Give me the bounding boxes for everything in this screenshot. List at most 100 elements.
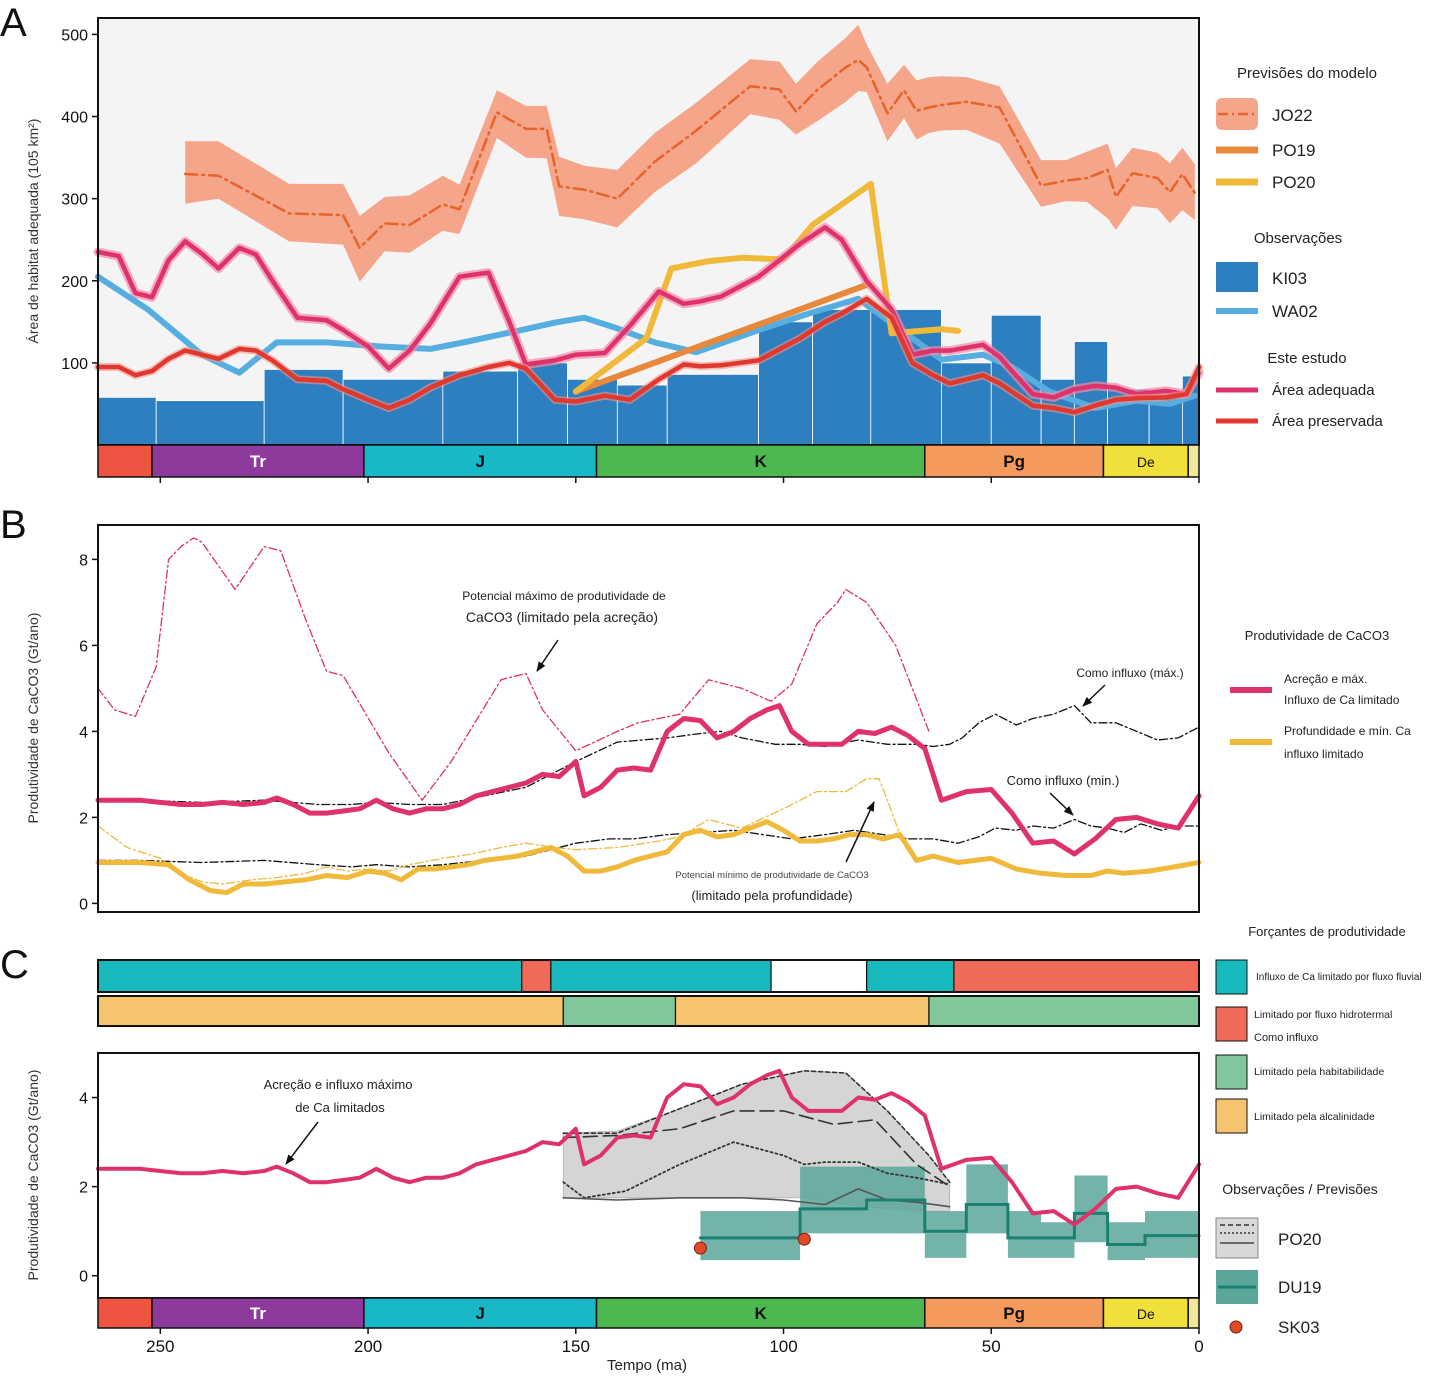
- panel-b-y-tick-label: 6: [79, 638, 88, 655]
- forcing-row-2-segment: [562, 995, 677, 1027]
- jo22-uncertainty-band: [185, 24, 1195, 282]
- c-period-label: Pg: [1003, 1304, 1025, 1323]
- x-tick-label: 0: [1194, 1337, 1203, 1356]
- legend-alk-swatch: [1215, 1098, 1248, 1134]
- po20-dotted-line: [562, 1141, 951, 1199]
- legend-po19-label: PO19: [1272, 141, 1315, 160]
- legend-suitable-label: Área adequada: [1272, 382, 1375, 399]
- panel-b-frame: [97, 524, 1200, 913]
- forcing-row-2-frame: [97, 995, 1200, 1027]
- jo22-line: [183, 58, 1197, 250]
- x-tick-label: 50: [982, 1337, 1001, 1356]
- accretion-limited-productivity-line: [95, 703, 1202, 857]
- ki03-bar: [812, 309, 872, 446]
- legend-po20-label: PO20: [1272, 173, 1315, 192]
- a-period-block: [97, 444, 153, 478]
- panel-a-y-ticks: 100 200 300 400 500: [61, 27, 98, 373]
- ki03-bar: [758, 321, 814, 446]
- x-axis: 250 200 150 100 50 0: [146, 477, 1204, 1356]
- panel-c-lines: [96, 1068, 1201, 1261]
- a-period-label: De: [1137, 454, 1155, 470]
- panel-label-a: A: [0, 1, 27, 45]
- a-period-block: [1187, 444, 1200, 478]
- forcing-row-2: [97, 995, 1200, 1027]
- ki03-bar: [155, 400, 265, 446]
- legend-hydro-label2: Como influxo: [1254, 1032, 1318, 1044]
- a-period-label: K: [755, 452, 768, 471]
- panel-a-legend: Previsões do modelo JO22 PO19 PO20 Obser…: [1216, 65, 1384, 430]
- panel-c-y-axis-label: Produtividade de CaCO3 (Gt/ano): [25, 1070, 41, 1281]
- forcing-row-1-segment: [770, 959, 868, 993]
- panel-b-y-tick-label: 2: [79, 810, 88, 827]
- annotation-min-potential-arrow: [845, 801, 875, 863]
- forcing-row-1-segment: [97, 959, 523, 993]
- po19-line: [572, 281, 870, 395]
- annotation-max-potential-line2: CaCO3 (limitado pela acreção): [466, 609, 658, 625]
- du19-line: [698, 1198, 1201, 1246]
- annotation-c-line1: Acreção e influxo máximo: [264, 1077, 413, 1092]
- legend-po20-band-swatch: [1215, 1217, 1259, 1259]
- jo22-band: [185, 24, 1195, 282]
- legend-habit-label: Limitado pela habitabilidade: [1254, 1066, 1384, 1078]
- legend-forcings-title: Forçantes de produtividade: [1248, 924, 1406, 939]
- legend-hydro-label1: Limitado por fluxo hidrotermal: [1254, 1009, 1392, 1021]
- legend-model-title: Previsões do modelo: [1237, 65, 1377, 82]
- legend-hydro-swatch: [1215, 1006, 1248, 1042]
- c-period-label: Tr: [250, 1304, 266, 1323]
- ki03-bar: [442, 370, 519, 446]
- legend-obs-pred-title: Observações / Previsões: [1222, 1181, 1378, 1197]
- x-tick-label: 250: [146, 1337, 174, 1356]
- panel-c-y-tick-label: 2: [79, 1180, 88, 1197]
- legend-ki03-label: KI03: [1272, 269, 1307, 288]
- panel-b-y-axis-label: Produtividade de CaCO3 (Gt/ano): [25, 613, 41, 824]
- annotation-influx-max-arrow: [1082, 684, 1106, 707]
- c-period-label: K: [755, 1304, 768, 1323]
- panel-a-y-tick-label: 100: [61, 356, 88, 373]
- legend-sk03-label: SK03: [1278, 1318, 1320, 1337]
- forcing-row-1: [97, 959, 1200, 993]
- annotation-influx-min-arrow: [1049, 792, 1074, 816]
- productivity-line-c: [96, 1068, 1201, 1227]
- a-period-block: [595, 444, 926, 478]
- a-period-block: [363, 444, 598, 478]
- ki03-bar: [1073, 341, 1108, 446]
- ki03-bar: [666, 373, 759, 446]
- c-period-block: [595, 1297, 926, 1329]
- min-potential-line: [97, 778, 901, 885]
- panel-c-legend: Forçantes de produtividade Influxo de Ca…: [1215, 924, 1422, 1337]
- panel-b-background: [98, 525, 1199, 912]
- forcing-row-1-segment: [550, 959, 772, 993]
- panel-c-y-ticks: 0 2 4: [79, 1091, 98, 1286]
- x-axis-label: Tempo (ma): [607, 1357, 687, 1374]
- legend-alk-label: Limitado pela alcalinidade: [1254, 1111, 1375, 1123]
- panel-c-y-tick-label: 4: [79, 1091, 88, 1108]
- a-period-label: Tr: [250, 452, 266, 471]
- panel-label-c: C: [0, 943, 29, 987]
- panel-b-legend: Produtividade de CaCO3 Acreção e máx. In…: [1230, 628, 1411, 761]
- po20-long-dash-line: [562, 1110, 951, 1188]
- period-bar-c: Tr J K Pg De: [97, 1297, 1200, 1329]
- legend-jo22-swatch-band: [1216, 98, 1258, 130]
- sk03-point: [693, 1241, 707, 1255]
- annotation-min-potential-line1: Potencial mínimo de produtividade de CaC…: [675, 870, 868, 881]
- legend-c-po20-label: PO20: [1278, 1230, 1321, 1249]
- legend-wa02-label: WA02: [1272, 302, 1318, 321]
- legend-obs-title: Observações: [1254, 230, 1342, 247]
- panel-a-y-tick-label: 500: [61, 27, 88, 44]
- panel-b-y-tick-label: 8: [79, 552, 88, 569]
- x-tick-label: 100: [769, 1337, 797, 1356]
- panel-c-y-tick-label: 0: [79, 1269, 88, 1286]
- panel-b-y-tick-label: 4: [79, 724, 88, 741]
- a-period-label: J: [475, 452, 484, 471]
- legend-river-swatch: [1215, 959, 1248, 995]
- forcing-row-1-segment: [866, 959, 955, 993]
- annotation-min-potential-line2: (limitado pela profundidade): [691, 888, 852, 903]
- legend-jo22-label: JO22: [1272, 106, 1313, 125]
- legend-habit-swatch: [1215, 1054, 1248, 1090]
- x-tick-label: 150: [562, 1337, 590, 1356]
- c-period-label: J: [475, 1304, 484, 1323]
- panel-a-y-tick-label: 400: [61, 110, 88, 127]
- panel-b-y-tick-label: 0: [79, 896, 88, 913]
- x-tick-label: 200: [354, 1337, 382, 1356]
